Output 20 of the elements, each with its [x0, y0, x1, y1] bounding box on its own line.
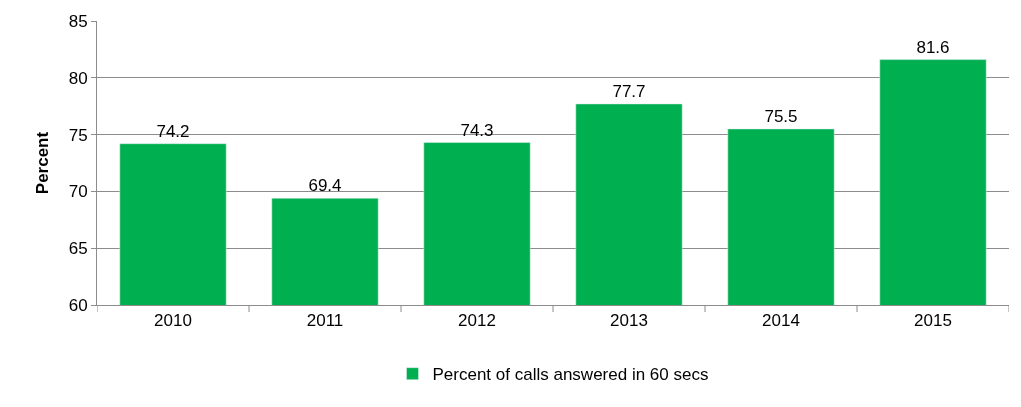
x-tick-label: 2010	[154, 311, 192, 331]
y-tick-label: 65	[68, 239, 88, 259]
y-tick-label: 70	[68, 182, 88, 202]
x-tick-label: 2013	[610, 311, 648, 331]
x-tick-label: 2014	[762, 311, 800, 331]
data-label: 69.4	[308, 176, 342, 196]
x-tick-label: 2012	[458, 311, 496, 331]
data-label: 81.6	[916, 37, 950, 57]
y-tick-label: 60	[68, 295, 88, 315]
legend-label: Percent of calls answered in 60 secs	[432, 365, 709, 385]
x-tick-label: 2011	[306, 311, 344, 331]
data-label: 75.5	[764, 106, 798, 126]
x-tick-label: 2015	[914, 311, 952, 331]
data-label: 74.3	[460, 120, 494, 140]
data-label: 74.2	[156, 121, 190, 141]
y-tick-label: 80	[68, 68, 88, 88]
data-label: 77.7	[612, 81, 646, 101]
y-axis-title: Percent	[33, 131, 53, 195]
y-tick-label: 85	[68, 11, 88, 31]
y-tick-label: 75	[68, 125, 88, 145]
